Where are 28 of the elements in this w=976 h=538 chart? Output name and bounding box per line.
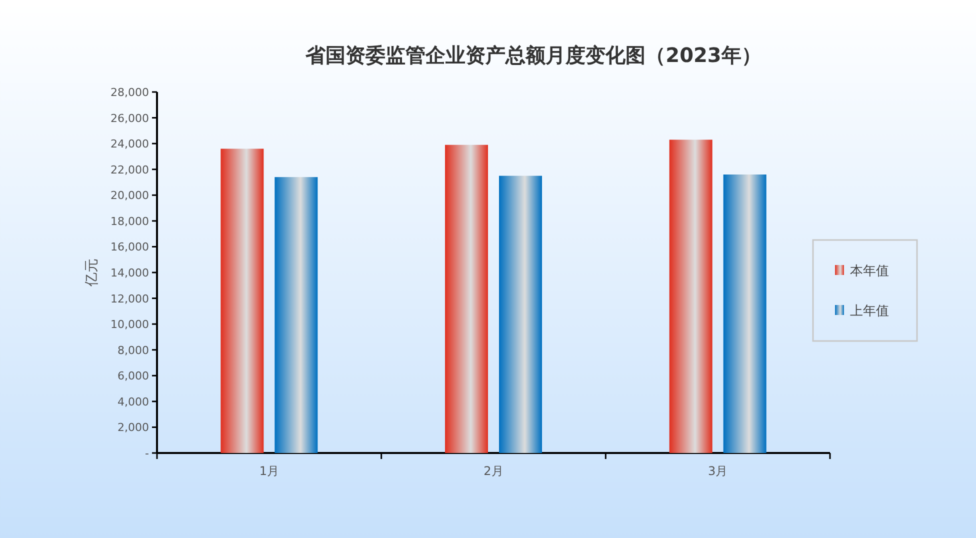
y-tick-label: 14,000 bbox=[110, 266, 149, 280]
bar bbox=[274, 177, 318, 453]
y-tick-label: - bbox=[145, 447, 150, 460]
bar bbox=[445, 144, 488, 453]
y-tick-label: 28,000 bbox=[110, 86, 149, 99]
y-tick-label: 20,000 bbox=[110, 189, 149, 202]
y-tick-label: 4,000 bbox=[118, 395, 149, 408]
y-tick-label: 8,000 bbox=[118, 344, 149, 357]
bar bbox=[220, 148, 264, 453]
y-tick-label: 22,000 bbox=[110, 163, 149, 176]
x-tick-label: 1月 bbox=[259, 464, 279, 478]
y-axis-title: 亿元 bbox=[84, 258, 100, 288]
bar bbox=[499, 176, 542, 453]
y-tick-label: 2,000 bbox=[118, 421, 149, 434]
chart-title: 省国资委监管企业资产总额月度变化图（2023年） bbox=[304, 43, 762, 67]
y-tick-label: 6,000 bbox=[118, 370, 149, 383]
y-tick-label: 24,000 bbox=[110, 138, 149, 151]
y-tick-label: 12,000 bbox=[110, 292, 149, 306]
x-tick-label: 2月 bbox=[484, 464, 504, 478]
y-tick-label: 10,000 bbox=[110, 318, 149, 332]
y-tick-label: 16,000 bbox=[110, 240, 149, 254]
bar bbox=[669, 140, 712, 453]
x-tick-label: 3月 bbox=[708, 464, 728, 478]
y-tick-label: 26,000 bbox=[110, 112, 149, 125]
bar bbox=[723, 174, 766, 453]
y-tick-label: 18,000 bbox=[110, 214, 149, 228]
legend-label: 上年值 bbox=[850, 304, 889, 319]
legend-label: 本年值 bbox=[850, 264, 889, 279]
